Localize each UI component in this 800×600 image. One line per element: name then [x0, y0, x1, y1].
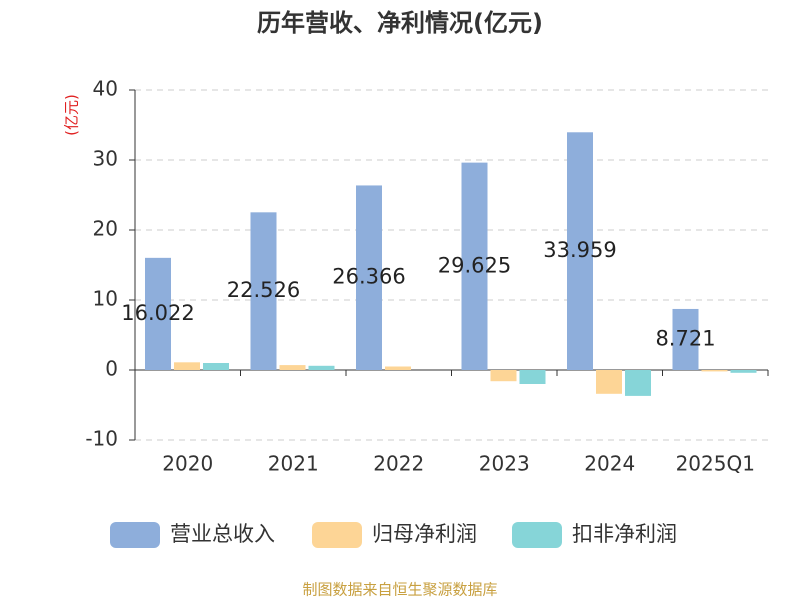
legend-swatch — [312, 522, 362, 548]
x-tick-label: 2023 — [479, 452, 530, 476]
data-label: 29.625 — [438, 253, 511, 277]
bar — [203, 363, 229, 370]
y-tick-label: 40 — [93, 77, 118, 101]
source-note: 制图数据来自恒生聚源数据库 — [302, 581, 497, 599]
bar — [461, 162, 488, 370]
data-label: 22.526 — [227, 278, 300, 302]
chart-title: 历年营收、净利情况(亿元) — [257, 9, 543, 37]
bar — [385, 366, 411, 370]
bar — [356, 185, 382, 370]
data-label: 33.959 — [543, 238, 616, 262]
data-label: 8.721 — [655, 326, 715, 350]
x-tick-label: 2020 — [162, 452, 213, 476]
bar — [730, 370, 757, 373]
legend-swatch — [512, 522, 562, 548]
y-axis-label: (亿元) — [63, 94, 81, 136]
y-tick-label: 20 — [93, 217, 118, 241]
bar — [308, 365, 335, 370]
x-tick-label: 2021 — [268, 452, 319, 476]
bar — [672, 308, 699, 370]
y-tick-label: 10 — [93, 287, 118, 311]
x-tick-label: 2024 — [584, 452, 635, 476]
bar — [625, 370, 651, 396]
bar — [279, 365, 306, 370]
bar — [174, 362, 200, 370]
bar — [596, 370, 622, 394]
bar — [250, 212, 277, 370]
bar — [701, 370, 728, 372]
bar — [490, 370, 517, 382]
bar — [145, 257, 171, 370]
y-tick-label: 30 — [93, 147, 118, 171]
bar — [567, 132, 593, 370]
legend-swatch — [110, 522, 160, 548]
x-tick-label: 2025Q1 — [676, 452, 755, 476]
legend-label: 归母净利润 — [372, 522, 477, 546]
legend-label: 扣非净利润 — [572, 522, 677, 546]
y-tick-label: -10 — [85, 427, 118, 451]
bar — [519, 370, 546, 384]
x-tick-label: 2022 — [373, 452, 424, 476]
legend-label: 营业总收入 — [170, 522, 275, 546]
y-tick-label: 0 — [105, 357, 118, 381]
data-label: 16.022 — [121, 301, 194, 325]
data-label: 26.366 — [332, 265, 405, 289]
